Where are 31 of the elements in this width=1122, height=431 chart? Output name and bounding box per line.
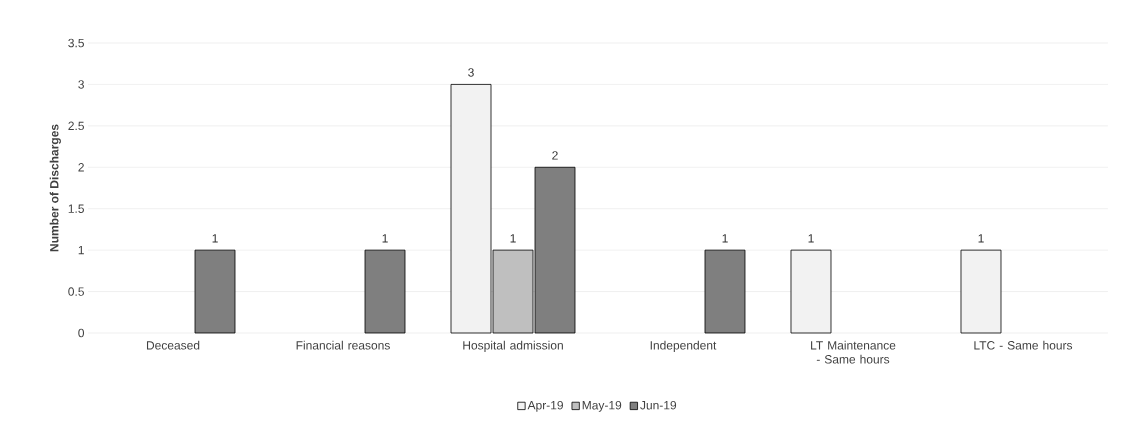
data-label: 1 [722,234,728,243]
y-tick-label: 1.5 [68,204,84,213]
data-label: 3 [468,68,474,77]
y-tick-label: 0.5 [68,287,84,296]
x-tick-label: Hospital admission [463,340,563,352]
legend-label: Jun-19 [640,400,677,410]
x-tick-label: Deceased [146,340,200,350]
x-tick-label: LTC - Same hours [974,340,1073,350]
y-tick-label: 3.5 [68,38,84,48]
legend-label: Apr-19 [527,400,563,412]
x-tick-label: Independent [650,340,717,352]
data-label: 1 [382,234,388,243]
y-tick-label: 0 [78,328,85,338]
bar [960,249,1002,334]
data-label: 1 [978,234,984,243]
bar [790,249,832,334]
data-label: 1 [510,234,516,243]
x-tick-label: Financial reasons [296,340,390,350]
data-label: 1 [212,234,218,243]
x-tick-label: LT Maintenance - Same hours [811,340,896,364]
y-axis-title: Number of Discharges [49,124,61,252]
data-label: 1 [808,234,814,243]
y-tick-label: 2 [78,163,84,172]
bar [704,249,746,334]
bar [364,249,406,334]
bar [194,249,236,334]
y-tick-label: 2.5 [68,121,84,131]
data-label: 2 [552,151,558,160]
y-tick-label: 1 [78,246,84,255]
y-tick-label: 3 [78,80,84,89]
legend-label: May-19 [582,400,622,412]
